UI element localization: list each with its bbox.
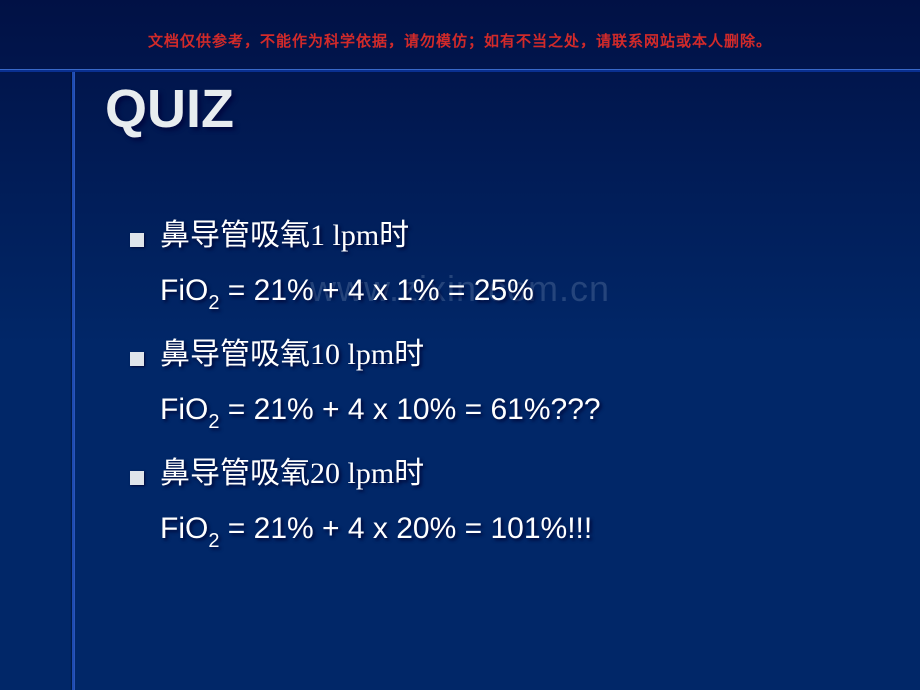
formula-rest: = 21% + 4 x 20% = 101%!!! — [219, 512, 592, 545]
bullet-item: 鼻导管吸氧10 lpm时 — [130, 329, 860, 380]
formula-line: FiO2 = 21% + 4 x 1% = 25% — [160, 267, 860, 317]
formula-rest: = 21% + 4 x 10% = 61%??? — [219, 393, 600, 426]
formula-line: FiO2 = 21% + 4 x 10% = 61%??? — [160, 386, 860, 436]
formula-rest: = 21% + 4 x 1% = 25% — [219, 274, 533, 307]
slide-title: QUIZ — [105, 78, 234, 140]
square-bullet-icon — [130, 233, 144, 247]
disclaimer-text: 文档仅供参考，不能作为科学依据，请勿模仿；如有不当之处，请联系网站或本人删除。 — [148, 30, 772, 51]
formula-prefix: FiO — [160, 512, 208, 545]
formula-prefix: FiO — [160, 393, 208, 426]
top-bar: 文档仅供参考，不能作为科学依据，请勿模仿；如有不当之处，请联系网站或本人删除。 — [0, 0, 920, 72]
bullet-text: 鼻导管吸氧20 lpm时 — [160, 448, 424, 499]
formula-prefix: FiO — [160, 274, 208, 307]
square-bullet-icon — [130, 471, 144, 485]
bullet-text: 鼻导管吸氧1 lpm时 — [160, 210, 409, 261]
formula-subscript: 2 — [208, 411, 219, 433]
formula-subscript: 2 — [208, 530, 219, 552]
bullet-item: 鼻导管吸氧1 lpm时 — [130, 210, 860, 261]
vertical-divider — [72, 72, 74, 690]
formula-line: FiO2 = 21% + 4 x 20% = 101%!!! — [160, 505, 860, 555]
square-bullet-icon — [130, 352, 144, 366]
bullet-text: 鼻导管吸氧10 lpm时 — [160, 329, 424, 380]
formula-subscript: 2 — [208, 292, 219, 314]
slide-content: 鼻导管吸氧1 lpm时 FiO2 = 21% + 4 x 1% = 25% 鼻导… — [130, 210, 860, 567]
bullet-item: 鼻导管吸氧20 lpm时 — [130, 448, 860, 499]
